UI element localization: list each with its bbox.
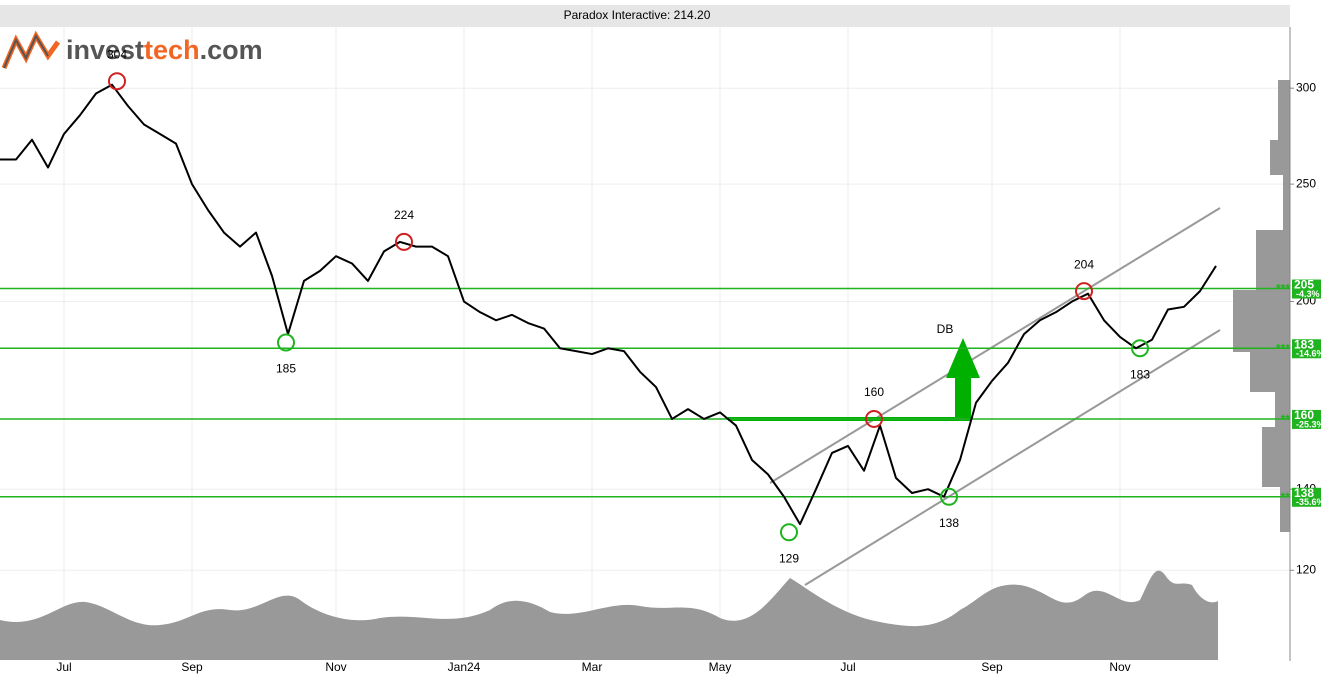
level-stars: **	[1281, 412, 1291, 426]
volume-area	[0, 570, 1218, 660]
extreme-label: 129	[779, 551, 799, 565]
y-tick-label: 120	[1296, 562, 1316, 576]
logo-part: tech	[144, 35, 200, 65]
extreme-circle	[277, 333, 295, 352]
extreme-circle	[780, 523, 798, 542]
extreme-circle	[940, 487, 958, 506]
logo-part: invest	[66, 35, 144, 65]
extreme-label: 185	[276, 362, 296, 376]
buy-arrow	[946, 338, 980, 419]
level-change: -4.3%	[1296, 289, 1320, 299]
logo-text: investtech.com	[66, 35, 263, 65]
x-tick-label: Jul	[56, 660, 71, 674]
logo: investtech.com	[1, 30, 263, 69]
level-change: -25.3%	[1296, 419, 1321, 429]
extreme-label: 138	[939, 516, 959, 530]
x-tick-label: Sep	[181, 660, 203, 674]
level-stars: **	[1281, 490, 1291, 504]
extreme-circle	[865, 409, 883, 428]
extreme-circle	[1131, 339, 1149, 358]
logo-mark-line	[3, 33, 49, 69]
pattern-label: DB	[937, 322, 954, 336]
volume-profile	[1233, 80, 1290, 532]
level-box	[1292, 279, 1321, 299]
title-bar	[0, 5, 1290, 27]
level-value: 183	[1294, 337, 1314, 351]
extreme-label: 183	[1130, 367, 1150, 381]
level-stars: ***	[1276, 341, 1290, 355]
x-tick-label: Jan24	[448, 660, 481, 674]
logo-part: .com	[200, 35, 263, 65]
extreme-label: 304	[107, 47, 127, 61]
x-tick-label: Nov	[1109, 660, 1130, 674]
x-tick-label: Mar	[582, 660, 603, 674]
extreme-circle	[108, 72, 126, 91]
x-tick-label: May	[709, 660, 732, 674]
extreme-circle	[1075, 282, 1093, 301]
chart-title: Paradox Interactive: 214.20	[564, 8, 711, 22]
y-tick-label: 250	[1296, 176, 1316, 190]
extreme-circle	[395, 232, 413, 251]
channel-lower	[804, 329, 1221, 586]
level-value: 138	[1294, 486, 1314, 500]
channel-upper	[769, 207, 1221, 484]
y-tick-label: 300	[1296, 80, 1316, 94]
x-tick-label: Jul	[840, 660, 855, 674]
level-box	[1292, 339, 1321, 359]
level-value: 160	[1294, 408, 1314, 422]
level-box	[1292, 487, 1321, 507]
level-value: 205	[1294, 278, 1314, 292]
extreme-label: 204	[1074, 257, 1094, 271]
extreme-label: 160	[864, 385, 884, 399]
grid	[0, 27, 1290, 661]
level-box	[1292, 409, 1321, 429]
extreme-label: 224	[394, 208, 414, 222]
x-tick-label: Nov	[325, 660, 346, 674]
x-tick-label: Sep	[981, 660, 1003, 674]
level-change: -14.6%	[1296, 349, 1321, 359]
level-stars: ***	[1276, 282, 1290, 296]
price-line	[0, 83, 1217, 526]
level-change: -35.6%	[1296, 497, 1321, 507]
